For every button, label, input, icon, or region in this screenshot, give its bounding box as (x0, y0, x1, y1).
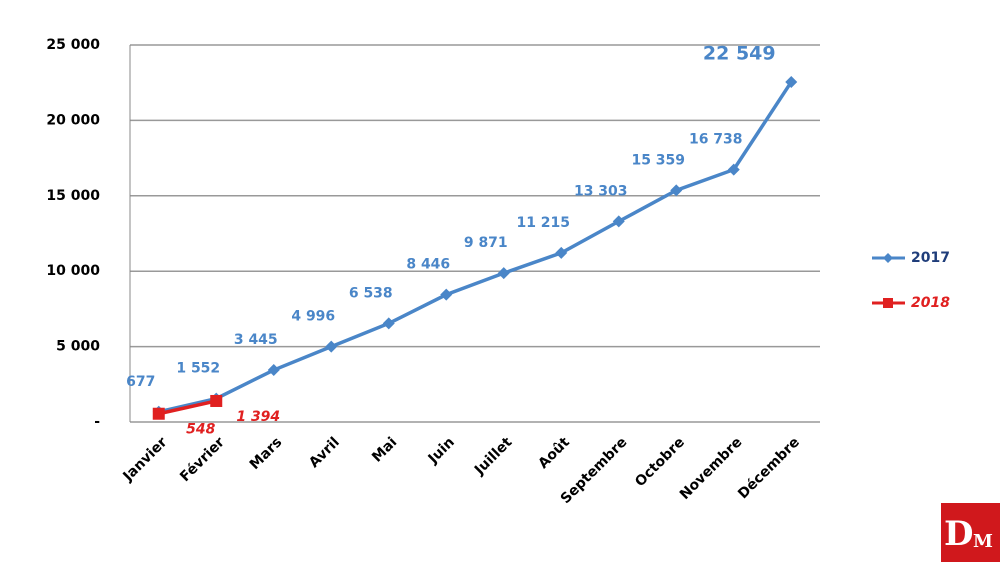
marker (382, 317, 395, 330)
data-label: 677 (126, 374, 155, 390)
legend-label: 2018 (911, 295, 950, 311)
x-tick-label: Janvier (120, 434, 171, 485)
x-tick-label: Octobre (632, 434, 688, 490)
marker (612, 215, 625, 228)
marker (152, 407, 165, 420)
x-tick-label: Août (535, 434, 573, 472)
x-tick-label: Avril (306, 434, 343, 471)
data-label: 9 871 (464, 235, 508, 251)
x-tick-label: Juin (425, 434, 458, 467)
series-line (158, 399, 217, 416)
marker (670, 184, 683, 197)
x-tick-label: Mai (369, 434, 400, 465)
series-line (158, 81, 793, 414)
marker (440, 288, 453, 301)
x-tick-label: Mars (247, 434, 286, 473)
data-label: 11 215 (516, 215, 570, 231)
marker (555, 246, 568, 259)
marker (785, 75, 798, 88)
y-tick-label: 5 000 (56, 339, 100, 355)
x-tick-label: Décembre (735, 434, 803, 502)
data-label: 22 549 (703, 42, 776, 64)
marker (267, 364, 280, 377)
data-label: 16 738 (689, 132, 743, 148)
y-tick-label: 25 000 (46, 37, 100, 53)
y-tick-label: - (94, 414, 100, 430)
data-label: 1 394 (236, 409, 280, 425)
x-tick-label: Novembre (677, 434, 746, 503)
data-label: 548 (186, 422, 215, 438)
marker (727, 163, 740, 176)
x-tick-label: Juillet (471, 434, 516, 479)
data-label: 3 445 (234, 332, 278, 348)
data-label: 1 552 (176, 361, 220, 377)
y-tick-label: 20 000 (46, 112, 100, 128)
data-label: 8 446 (406, 257, 450, 273)
marker (497, 267, 510, 280)
data-label: 4 996 (291, 309, 335, 325)
data-label: 13 303 (574, 183, 628, 199)
marker (210, 394, 223, 407)
data-label: 15 359 (631, 152, 685, 168)
logo-small: M (973, 531, 993, 552)
x-tick-label: Février (177, 434, 228, 485)
legend-label: 2017 (911, 250, 950, 266)
y-tick-label: 15 000 (46, 188, 100, 204)
y-tick-label: 10 000 (46, 263, 100, 279)
legend-marker (883, 298, 893, 308)
logo-box (941, 503, 1000, 562)
legend-marker (883, 253, 893, 263)
data-label: 6 538 (349, 285, 393, 301)
logo-big: D (944, 514, 973, 554)
marker (325, 340, 338, 353)
